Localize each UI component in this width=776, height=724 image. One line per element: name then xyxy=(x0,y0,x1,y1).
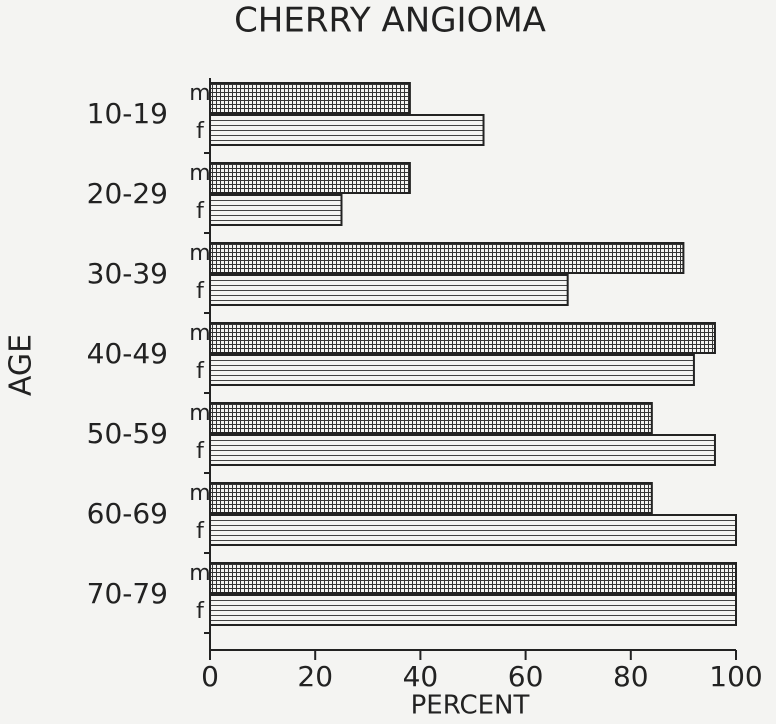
bar xyxy=(209,434,716,466)
bar xyxy=(209,562,737,594)
series-label: f xyxy=(196,599,205,624)
series-label: m xyxy=(189,561,210,586)
bar xyxy=(209,114,485,146)
series-label: f xyxy=(196,199,205,224)
bar xyxy=(209,354,695,386)
chart-title: CHERRY ANGIOMA xyxy=(234,1,546,41)
x-tick-label: 80 xyxy=(613,660,649,693)
bar xyxy=(209,322,716,354)
x-tick-label: 0 xyxy=(201,660,219,693)
bar xyxy=(209,274,569,306)
series-label: m xyxy=(189,321,210,346)
series-label: m xyxy=(189,481,210,506)
bar xyxy=(209,242,685,274)
y-tick-label: 60-69 xyxy=(87,497,168,530)
y-tick-label: 40-49 xyxy=(87,337,168,370)
series-label: m xyxy=(189,81,210,106)
y-axis-label: AGE xyxy=(4,334,39,396)
x-tick-label: 60 xyxy=(508,660,544,693)
series-label: f xyxy=(196,119,205,144)
series-label: f xyxy=(196,359,205,384)
bar xyxy=(209,82,411,114)
y-tick-label: 10-19 xyxy=(87,97,168,130)
series-label: m xyxy=(189,401,210,426)
bar xyxy=(209,162,411,194)
bar xyxy=(209,194,343,226)
bar xyxy=(209,402,653,434)
bar xyxy=(209,594,737,626)
bar xyxy=(209,482,653,514)
x-tick-label: 20 xyxy=(297,660,333,693)
series-label: f xyxy=(196,439,205,464)
series-label: m xyxy=(189,161,210,186)
x-axis-label: PERCENT xyxy=(411,691,530,721)
y-tick-label: 70-79 xyxy=(87,577,168,610)
series-label: m xyxy=(189,241,210,266)
bar xyxy=(209,514,737,546)
x-tick-label: 100 xyxy=(709,660,762,693)
y-tick-label: 20-29 xyxy=(87,177,168,210)
series-label: f xyxy=(196,519,205,544)
y-tick-label: 30-39 xyxy=(87,257,168,290)
series-label: f xyxy=(196,279,205,304)
x-tick-label: 40 xyxy=(403,660,439,693)
y-tick-label: 50-59 xyxy=(87,417,168,450)
